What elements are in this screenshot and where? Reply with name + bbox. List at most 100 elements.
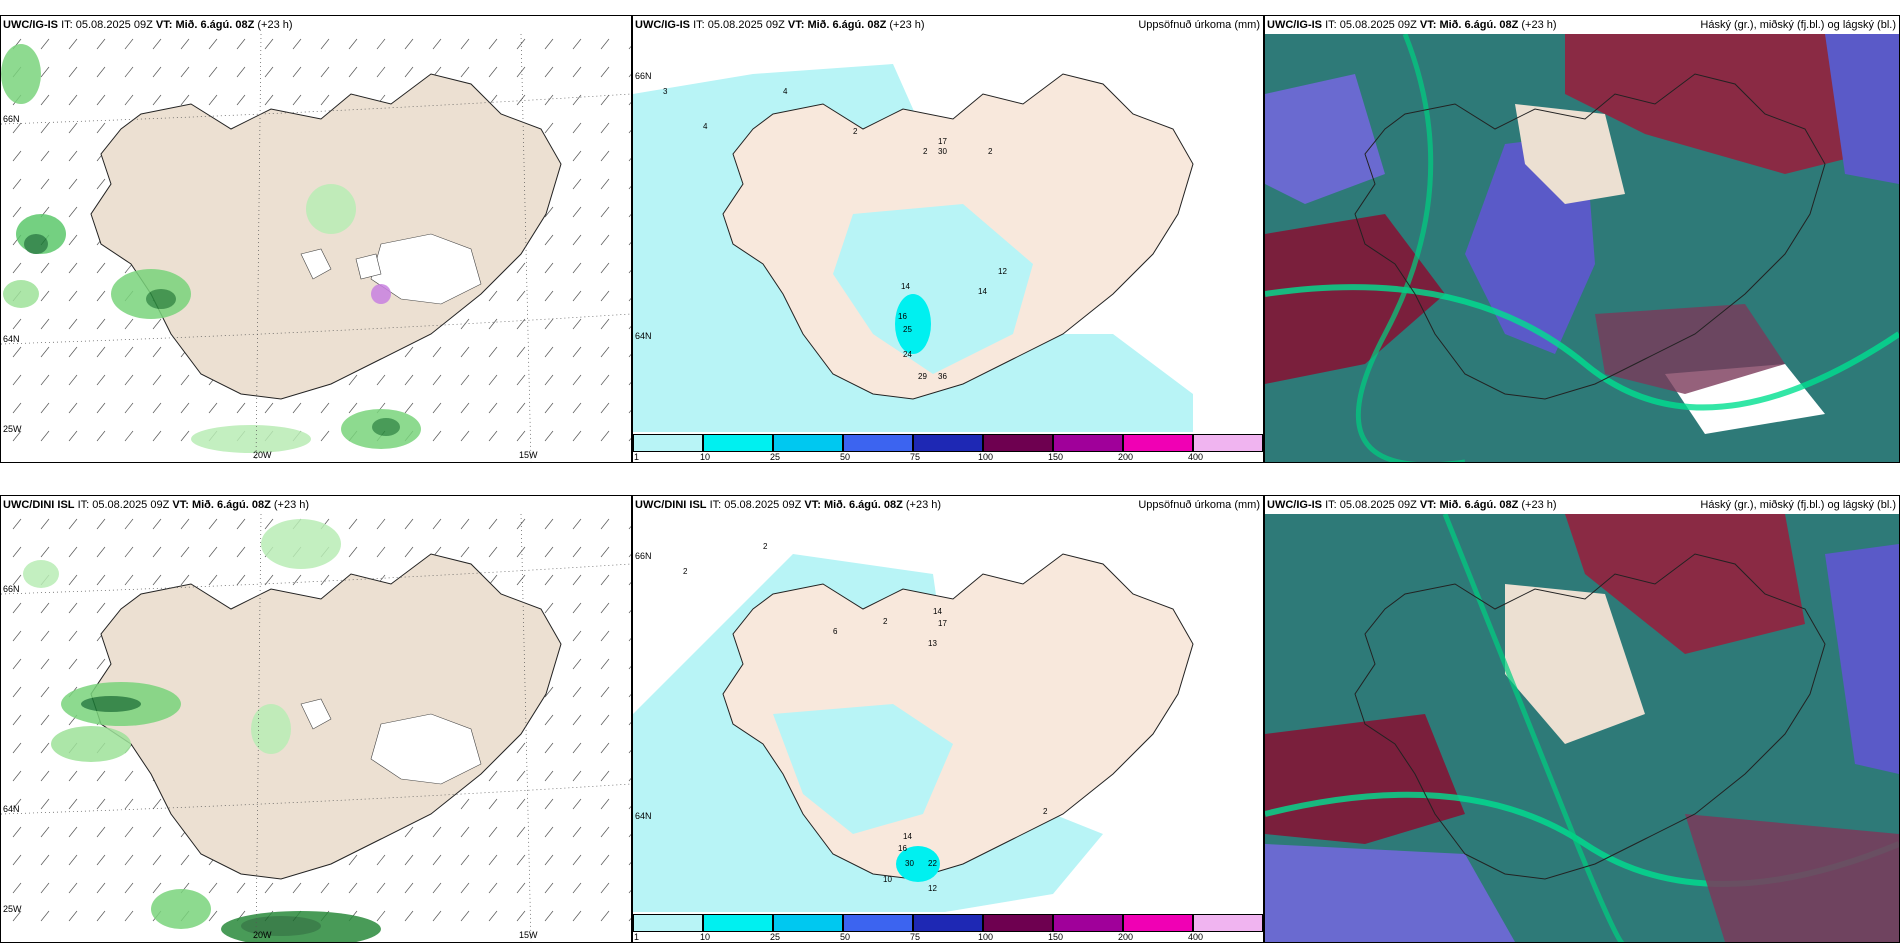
wind-barb [40,630,50,642]
wind-barb [600,798,610,810]
svg-text:2: 2 [988,147,993,156]
wind-barb [544,686,554,698]
wind-barb [600,402,610,414]
wind-barb [600,910,610,922]
wind-barb [264,882,274,894]
wind-barb [544,346,554,358]
wind-barb [628,749,631,754]
colorbar-tick: 75 [910,452,921,462]
wind-barb [180,374,190,386]
wind-barb [40,546,50,558]
wind-barb [12,346,22,358]
wind-barb [96,910,106,922]
wind-barb [40,318,50,330]
wind-barb [544,374,554,386]
wind-barb [292,882,302,894]
wind-barb [236,546,246,558]
cloud-mid-area [1825,544,1899,774]
wind-barb [404,882,414,894]
wind-barb [628,553,631,558]
wind-barb [152,346,162,358]
wind-barb [12,402,22,414]
wind-barb [432,854,442,866]
svg-text:14: 14 [933,607,942,616]
wind-barb [544,234,554,246]
lat-label-64n: 64N [3,334,20,344]
wind-barb [12,882,22,894]
wind-barb [40,742,50,754]
lon-label-20w: 20W [253,930,272,940]
wind-barb [600,770,610,782]
cloud-high-edges [1265,284,1899,411]
wind-barb [544,742,554,754]
wind-barb [152,318,162,330]
wind-barb [68,658,78,670]
wind-barb [40,94,50,106]
wind-barb [628,353,631,358]
wind-barb [40,122,50,134]
wind-barb [404,546,414,558]
wind-barb [292,94,302,106]
colorbar-cell [913,914,983,932]
svg-text:4: 4 [783,87,788,96]
wind-barb [208,66,218,78]
wind-barb [180,94,190,106]
wind-barb [68,546,78,558]
lat-label-64n: 64N [635,811,652,821]
wind-barb [600,658,610,670]
wind-barb [572,178,582,190]
panel-header: UWC/DINI ISL IT: 05.08.2025 09Z VT: Mið.… [1,496,631,514]
wind-barb [488,910,498,922]
wind-barb [432,402,442,414]
wind-barb [628,805,631,810]
wind-barb [68,518,78,530]
cloud-mid-area [1265,74,1385,204]
svg-text:29: 29 [918,372,927,381]
wind-barb [96,658,106,670]
wind-barb [600,178,610,190]
wind-barb [432,346,442,358]
it-label: IT: [1325,499,1337,511]
wind-barb [320,430,330,442]
wind-barb [488,770,498,782]
colorbar-tick: 1 [634,452,640,462]
colorbar-tick: 10 [700,932,711,942]
colorbar-tick: 200 [1118,932,1134,942]
wind-barb [628,917,631,922]
wind-barb [68,290,78,302]
svg-text:2: 2 [1043,807,1048,816]
wind-barb [628,609,631,614]
wind-barb [572,122,582,134]
wind-barb [124,346,134,358]
wind-barb [376,882,386,894]
wind-barb [600,150,610,162]
wind-barb [628,45,631,50]
wind-barb [12,714,22,726]
wind-barb [628,185,631,190]
glacier-vatnajokull [370,233,482,305]
wind-barb [488,882,498,894]
wind-barb [12,518,22,530]
precip-core [895,294,931,354]
wind-barb [96,374,106,386]
cloud-low-area [1685,814,1899,942]
wind-barb [348,882,358,894]
wind-barb [152,430,162,442]
svg-text:16: 16 [898,844,907,853]
panel-header: UWC/IG-IS IT: 05.08.2025 09Z VT: Mið. 6.… [1,16,631,34]
wind-barb [68,630,78,642]
wind-barb [572,854,582,866]
model-name: UWC/IG-IS [1267,19,1322,31]
wind-barb [264,94,274,106]
precip-colorbar: 1 10 25 50 75 100 150 200 400 [633,432,1263,462]
wind-barb [376,374,386,386]
wind-barb [12,910,22,922]
lon-label-20w: 20W [253,450,272,460]
wind-barb [320,66,330,78]
wind-barb [124,770,134,782]
panel-header: UWC/IG-IS IT: 05.08.2025 09Z VT: Mið. 6.… [633,16,1263,34]
wind-barb [516,798,526,810]
wind-barb [460,518,470,530]
wind-barb [152,518,162,530]
